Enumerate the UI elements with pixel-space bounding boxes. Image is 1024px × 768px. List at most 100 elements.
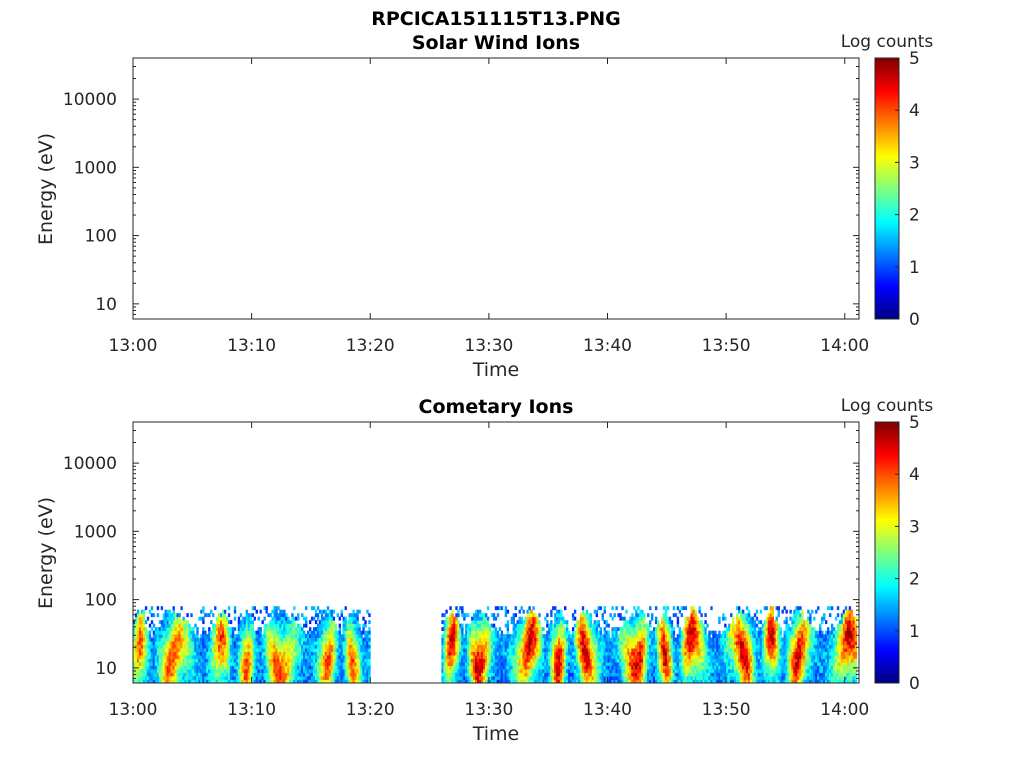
heatmap-cell bbox=[150, 679, 154, 684]
heatmap-cell bbox=[605, 665, 608, 670]
heatmap-cell bbox=[172, 662, 175, 666]
heatmap-cell bbox=[243, 662, 247, 666]
heatmap-cell bbox=[560, 672, 563, 677]
heatmap-cell bbox=[662, 672, 666, 677]
heatmap-cell bbox=[484, 669, 488, 673]
heatmap-cell bbox=[591, 644, 595, 649]
heatmap-cell bbox=[336, 676, 340, 680]
heatmap-cell bbox=[344, 662, 347, 666]
heatmap-cell bbox=[484, 627, 488, 632]
heatmap-cell bbox=[494, 627, 498, 632]
heatmap-cell bbox=[577, 651, 581, 656]
heatmap-cell bbox=[666, 676, 670, 680]
heatmap-cell bbox=[617, 662, 620, 666]
heatmap-cell bbox=[154, 627, 158, 632]
heatmap-cell bbox=[573, 676, 577, 680]
heatmap-cell bbox=[567, 648, 571, 652]
heatmap-cell bbox=[200, 669, 203, 673]
heatmap-cell bbox=[607, 637, 610, 642]
heatmap-cell bbox=[259, 679, 262, 684]
heatmap-cell bbox=[658, 637, 662, 642]
heatmap-cell bbox=[358, 658, 361, 663]
heatmap-cell bbox=[198, 641, 201, 646]
heatmap-cell bbox=[295, 669, 298, 673]
heatmap-cell bbox=[273, 651, 276, 656]
heatmap-cell bbox=[216, 637, 219, 642]
heatmap-cell bbox=[330, 658, 334, 663]
heatmap-cell bbox=[625, 609, 628, 614]
heatmap-cell bbox=[643, 676, 646, 680]
heatmap-cell bbox=[654, 648, 658, 652]
heatmap-cell bbox=[482, 658, 486, 663]
heatmap-cell bbox=[678, 637, 682, 642]
heatmap-cell bbox=[635, 634, 638, 639]
heatmap-cell bbox=[249, 644, 253, 649]
heatmap-cell bbox=[512, 641, 515, 646]
heatmap-cell bbox=[504, 644, 508, 649]
heatmap-cell bbox=[459, 665, 462, 670]
heatmap-cell bbox=[140, 627, 144, 632]
heatmap-cell bbox=[696, 620, 699, 625]
heatmap-cell bbox=[597, 669, 600, 673]
heatmap-cell bbox=[609, 669, 612, 673]
heatmap-cell bbox=[225, 641, 229, 646]
heatmap-cell bbox=[506, 662, 510, 666]
heatmap-cell bbox=[587, 662, 591, 666]
heatmap-cell bbox=[301, 679, 304, 684]
heatmap-cell bbox=[447, 679, 450, 684]
heatmap-cell bbox=[605, 672, 608, 677]
heatmap-cell bbox=[457, 662, 460, 666]
heatmap-cell bbox=[512, 669, 515, 673]
heatmap-cell bbox=[479, 648, 482, 652]
heatmap-cell bbox=[455, 676, 458, 680]
heatmap-cell bbox=[150, 648, 154, 652]
heatmap-cell bbox=[690, 641, 693, 646]
heatmap-cell bbox=[350, 613, 353, 618]
heatmap-cell bbox=[571, 662, 575, 666]
heatmap-cell bbox=[690, 676, 693, 680]
heatmap-cell bbox=[459, 644, 462, 649]
heatmap-cell bbox=[538, 641, 541, 646]
heatmap-cell bbox=[308, 634, 312, 639]
heatmap-cell bbox=[536, 658, 539, 663]
heatmap-cell bbox=[271, 676, 274, 680]
heatmap-cell bbox=[305, 641, 308, 646]
heatmap-cell bbox=[314, 613, 318, 618]
heatmap-cell bbox=[231, 676, 235, 680]
heatmap-cell bbox=[589, 627, 593, 632]
heatmap-cell bbox=[512, 658, 515, 663]
heatmap-cell bbox=[645, 655, 648, 659]
heatmap-cell bbox=[198, 665, 201, 670]
heatmap-cell bbox=[457, 634, 460, 639]
heatmap-cell bbox=[579, 665, 583, 670]
heatmap-cell bbox=[340, 613, 343, 618]
heatmap-cell bbox=[148, 651, 152, 656]
heatmap-cell bbox=[198, 655, 201, 659]
heatmap-cell bbox=[518, 662, 521, 666]
heatmap-cell bbox=[285, 620, 288, 625]
heatmap-cell bbox=[218, 623, 221, 628]
colorbar-segment bbox=[875, 162, 899, 166]
heatmap-cell bbox=[690, 637, 693, 642]
heatmap-cell bbox=[510, 620, 514, 625]
heatmap-cell bbox=[560, 637, 563, 642]
heatmap-cell bbox=[231, 672, 235, 677]
heatmap-cell bbox=[245, 630, 249, 635]
heatmap-cell bbox=[218, 651, 221, 656]
colorbar-segment bbox=[875, 153, 899, 157]
heatmap-cell bbox=[257, 634, 260, 639]
heatmap-cell bbox=[328, 616, 332, 621]
heatmap-cell bbox=[605, 648, 608, 652]
heatmap-cell bbox=[136, 679, 140, 684]
heatmap-cell bbox=[564, 655, 567, 659]
heatmap-cell bbox=[538, 672, 541, 677]
heatmap-cell bbox=[471, 662, 474, 666]
heatmap-cell bbox=[637, 651, 640, 656]
heatmap-cell bbox=[198, 648, 201, 652]
heatmap-cell bbox=[451, 641, 454, 646]
heatmap-cell bbox=[473, 634, 476, 639]
heatmap-cell bbox=[643, 679, 646, 684]
heatmap-cell bbox=[338, 676, 341, 680]
heatmap-cell bbox=[202, 641, 205, 646]
heatmap-cell bbox=[522, 637, 525, 642]
